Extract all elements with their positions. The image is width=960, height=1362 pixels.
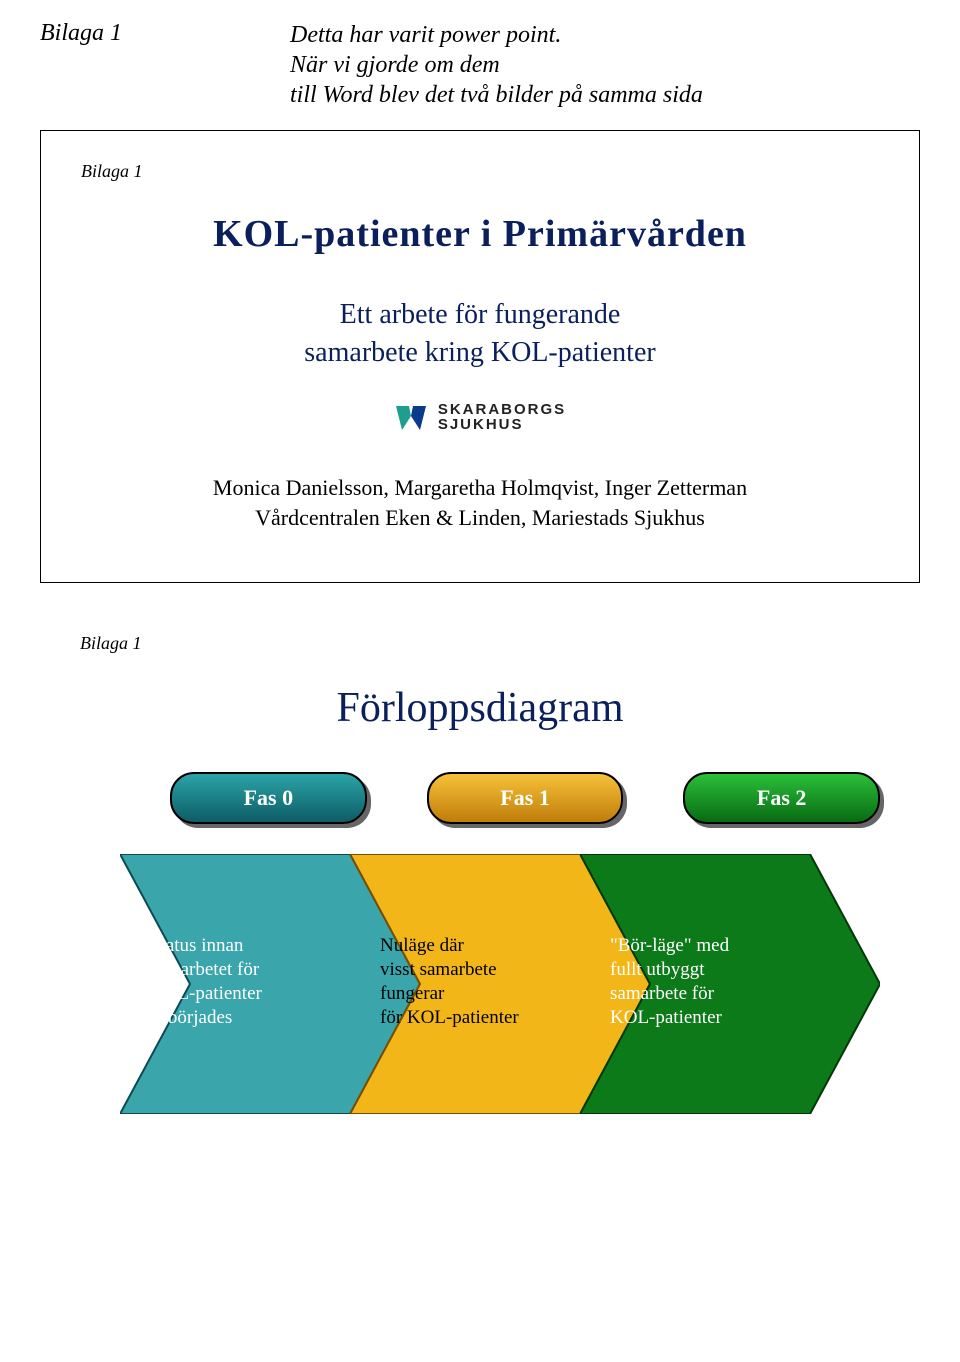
chevron-line: visst samarbete	[380, 959, 497, 980]
note-line: När vi gjorde om dem	[290, 52, 500, 78]
sub-line: samarbete kring KOL-patienter	[304, 337, 655, 368]
chevron-1-text: Nuläge där visst samarbete fungerar för …	[380, 934, 560, 1029]
slide-1: Bilaga 1 KOL-patienter i Primärvården Et…	[40, 130, 920, 583]
slide1-subtitle: Ett arbete för fungerande samarbete krin…	[81, 296, 879, 372]
chevron-line: KOL-patienter	[610, 1007, 722, 1028]
note-line: till Word blev det två bilder på samma s…	[290, 82, 703, 108]
chevron-line: Status innan	[150, 935, 243, 956]
slide-2: Bilaga 1 Förloppsdiagram Fas 0 Fas 1 Fas…	[40, 633, 920, 1184]
document-page: Bilaga 1 Detta har varit power point. Nä…	[0, 0, 960, 1274]
logo-line1: SKARABORGS	[438, 401, 566, 418]
chevron-line: samarbete för	[610, 983, 714, 1004]
chevron-line: för KOL-patienter	[380, 1007, 519, 1028]
chevron-line: Nuläge där	[380, 935, 464, 956]
pill-label: Fas 1	[500, 785, 550, 811]
skaraborgs-logo-icon	[394, 402, 428, 432]
slide1-label: Bilaga 1	[81, 161, 879, 182]
note-line: Detta har varit power point.	[290, 22, 561, 48]
phase-pill-0: Fas 0	[170, 772, 367, 824]
chevron-line: påbörjades	[150, 1007, 232, 1028]
chevron-line: samarbetet för	[150, 959, 259, 980]
logo-text: SKARABORGS SJUKHUS	[438, 402, 566, 434]
pill-label: Fas 2	[757, 785, 807, 811]
chevron-2: "Bör-läge" med fullt utbyggt samarbete f…	[580, 854, 880, 1114]
chevron-line: "Bör-läge" med	[610, 935, 729, 956]
sub-line: Ett arbete för fungerande	[340, 299, 621, 330]
chevron-2-text: "Bör-läge" med fullt utbyggt samarbete f…	[610, 934, 790, 1029]
header-bilaga: Bilaga 1	[40, 20, 290, 47]
chevron-line: KOL-patienter	[150, 983, 262, 1004]
header-note: Detta har varit power point. När vi gjor…	[290, 20, 703, 110]
slide1-title: KOL-patienter i Primärvården	[81, 212, 879, 256]
logo-line2: SJUKHUS	[438, 416, 524, 433]
chevron-0-text: Status innan samarbetet för KOL-patiente…	[150, 934, 330, 1029]
logo-row: SKARABORGS SJUKHUS	[81, 402, 879, 434]
chevron-line: fullt utbyggt	[610, 959, 704, 980]
chevron-row: Status innan samarbetet för KOL-patiente…	[120, 854, 880, 1134]
slide1-authors: Monica Danielsson, Margaretha Holmqvist,…	[81, 473, 879, 532]
phase-pill-1: Fas 1	[427, 772, 624, 824]
page-header: Bilaga 1 Detta har varit power point. Nä…	[40, 20, 920, 110]
chevron-line: fungerar	[380, 983, 444, 1004]
logo-left-shape	[396, 406, 411, 430]
slide2-title: Förloppsdiagram	[80, 684, 880, 732]
phase-pill-row: Fas 0 Fas 1 Fas 2	[170, 772, 880, 824]
logo-right-shape	[411, 406, 426, 430]
authors-line: Monica Danielsson, Margaretha Holmqvist,…	[213, 475, 747, 500]
pill-label: Fas 0	[244, 785, 294, 811]
slide2-label: Bilaga 1	[80, 633, 880, 654]
authors-line: Vårdcentralen Eken & Linden, Mariestads …	[255, 505, 705, 530]
phase-pill-2: Fas 2	[683, 772, 880, 824]
